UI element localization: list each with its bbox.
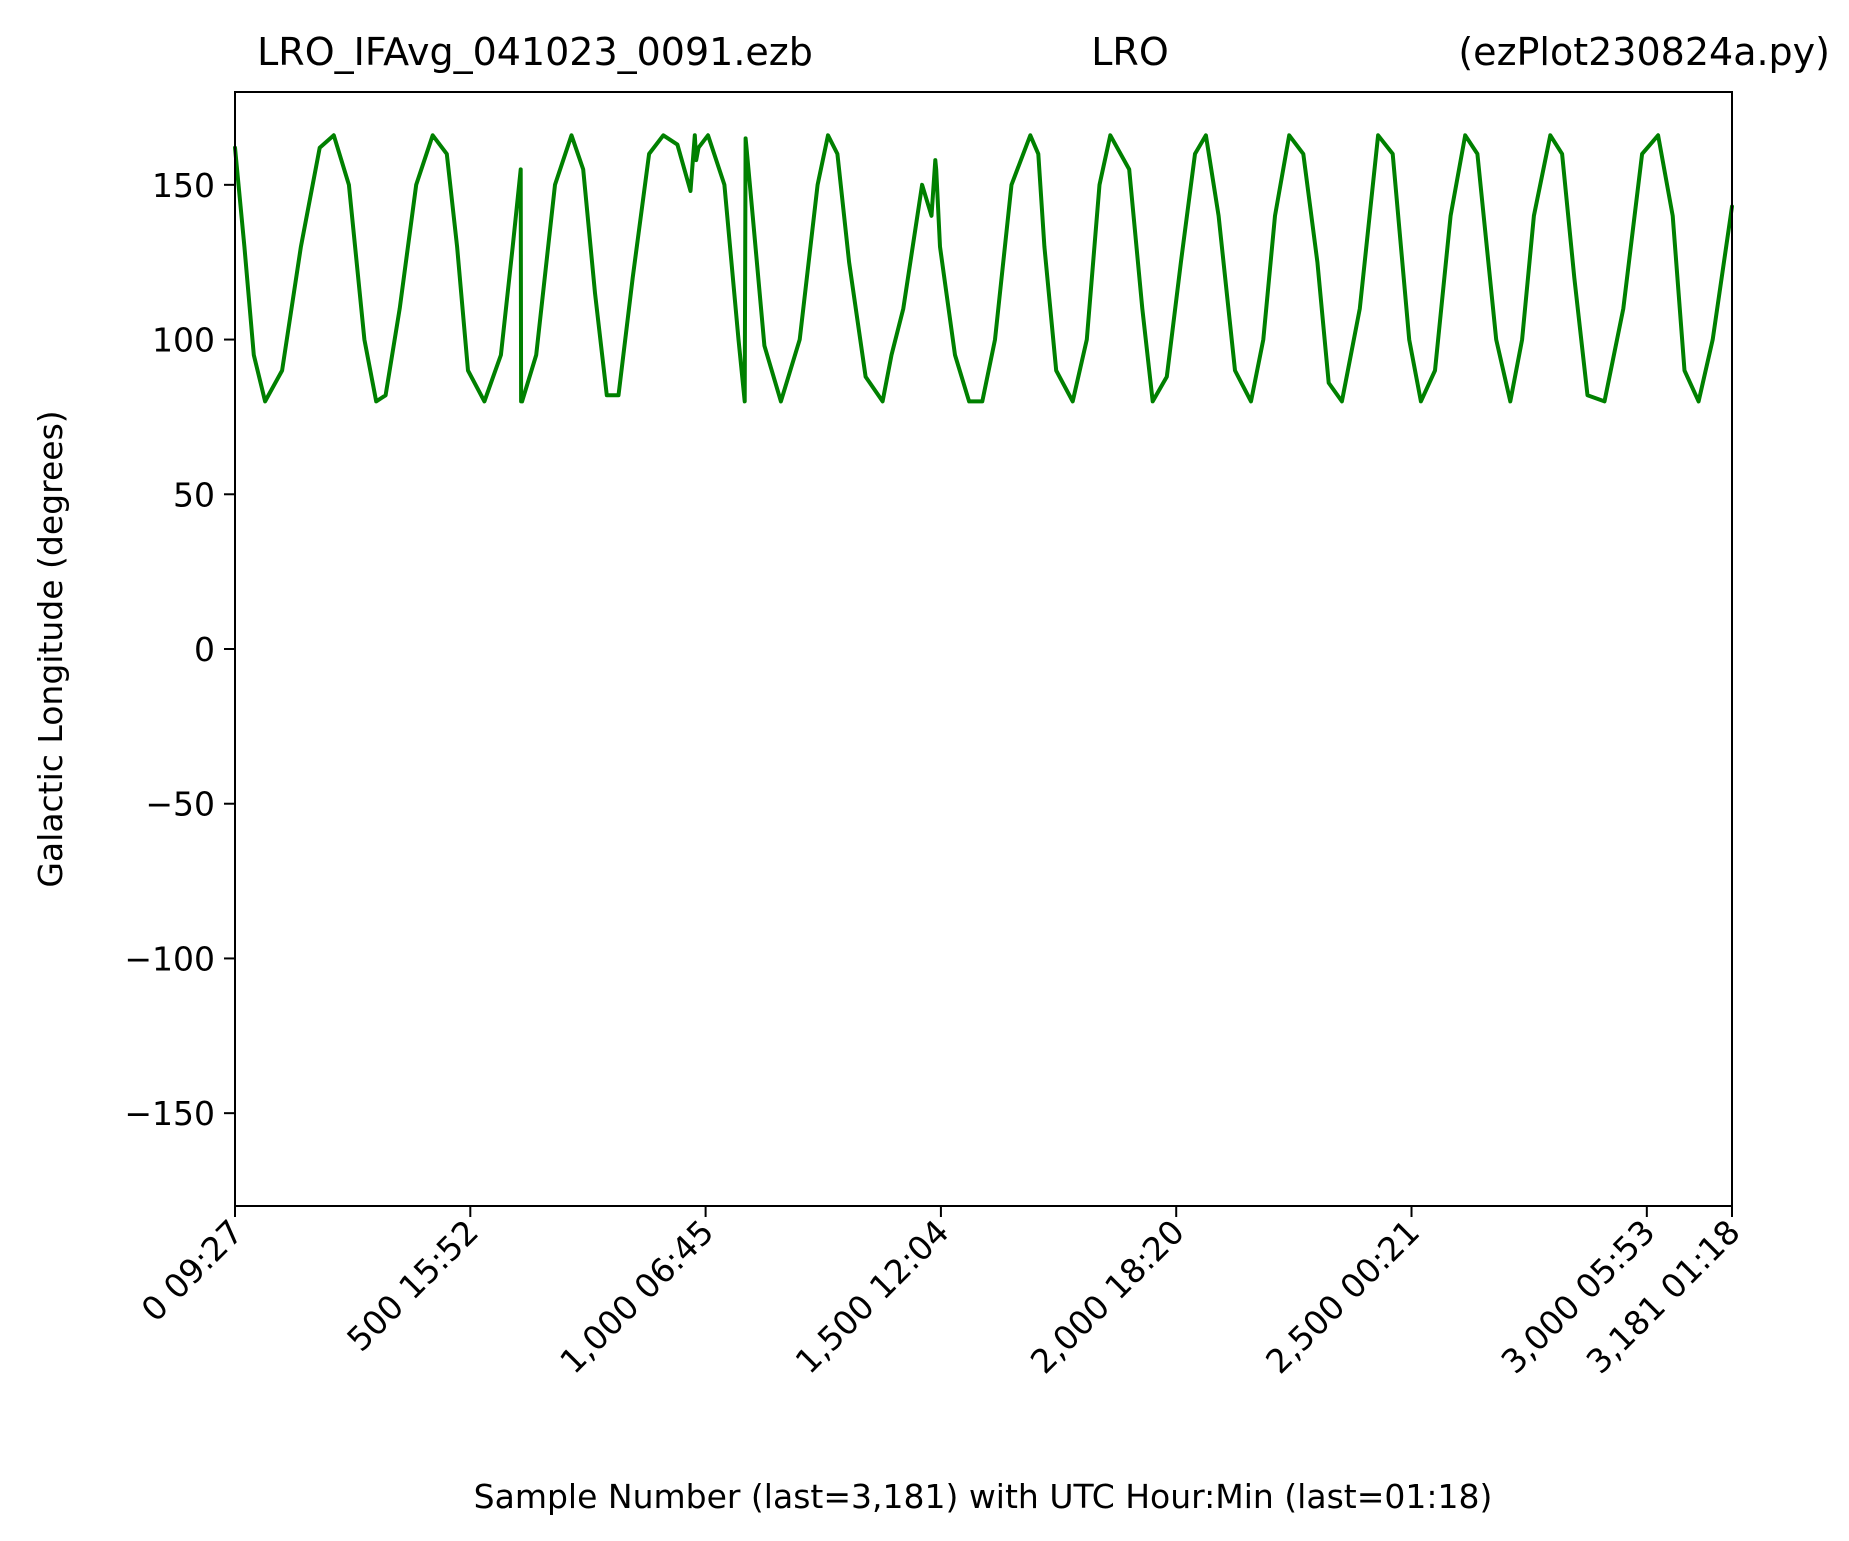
y-axis-label: Galactic Longitude (degrees) [31, 410, 70, 887]
x-tick-label: 0 09:27 [134, 1212, 251, 1329]
y-tick-label: 0 [194, 630, 215, 669]
y-tick-label: 100 [152, 321, 215, 360]
x-tick-label: 2,500 00:21 [1258, 1212, 1427, 1381]
y-tick-label: −50 [145, 785, 215, 824]
x-tick-label: 1,000 06:45 [552, 1212, 721, 1381]
y-tick-label: −150 [124, 1094, 215, 1133]
chart-title-left: LRO_IFAvg_041023_0091.ezb [257, 30, 813, 74]
x-axis-label: Sample Number (last=3,181) with UTC Hour… [474, 1477, 1493, 1516]
y-tick-label: 150 [152, 166, 215, 205]
chart-title-right: (ezPlot230824a.py) [1458, 30, 1830, 74]
x-tick-label: 1,500 12:04 [788, 1212, 957, 1381]
series-line-0 [233, 133, 1734, 404]
x-tick-label: 500 15:52 [339, 1212, 486, 1359]
x-axis: 0 09:27 500 15:52 1,000 06:45 1,500 12:04 2,… [134, 1206, 1748, 1381]
x-tick-label: 2,000 18:20 [1023, 1212, 1192, 1381]
plot-area [233, 133, 1734, 404]
chart-title-center: LRO [1091, 30, 1168, 74]
y-tick-label: −100 [124, 939, 215, 978]
y-axis: 150 100 50 0 −50 −100 −150 [124, 166, 235, 1133]
y-tick-label: 50 [173, 475, 215, 514]
plot-frame [234, 91, 1733, 1207]
